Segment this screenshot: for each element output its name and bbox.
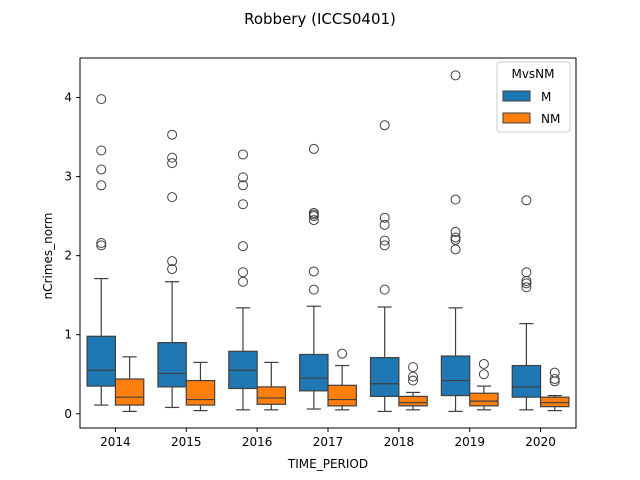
outlier-series-m-2019-4 bbox=[450, 194, 461, 205]
box-series-nm-2016 bbox=[256, 386, 287, 405]
chart-title: Robbery (ICCS0401) bbox=[244, 10, 396, 28]
outlier-series-nm-2020-2 bbox=[549, 367, 560, 378]
outlier-series-m-2016-5 bbox=[237, 172, 248, 183]
outlier-series-m-2014-0 bbox=[96, 240, 107, 251]
x-tick-label-2019: 2019 bbox=[454, 435, 485, 449]
outlier-series-m-2018-0 bbox=[379, 284, 390, 295]
x-tick-label-2018: 2018 bbox=[384, 435, 415, 449]
box-series-m-2020 bbox=[511, 364, 542, 398]
y-tick-label-4: 4 bbox=[64, 91, 72, 105]
y-axis: 0 1 2 3 4 bbox=[64, 91, 80, 421]
y-tick-label-1: 1 bbox=[64, 328, 72, 342]
x-tick-label-2014: 2014 bbox=[100, 435, 131, 449]
outlier-series-m-2015-2 bbox=[167, 192, 178, 203]
box-series-nm-2017 bbox=[327, 384, 357, 407]
outlier-series-m-2015-5 bbox=[167, 129, 178, 140]
box-series-m-2015 bbox=[157, 342, 187, 388]
box-series-m-2018 bbox=[369, 357, 400, 397]
y-tick-label-0: 0 bbox=[64, 407, 72, 421]
outlier-series-m-2018-2 bbox=[379, 235, 390, 246]
outlier-series-nm-2019-1 bbox=[478, 358, 489, 369]
outlier-series-m-2020-3 bbox=[521, 267, 532, 278]
outlier-series-nm-2020-1 bbox=[549, 373, 560, 384]
outlier-series-m-2020-1 bbox=[521, 278, 532, 289]
legend-swatch-m bbox=[502, 90, 531, 102]
outlier-series-m-2020-0 bbox=[521, 282, 532, 293]
legend-label-nm: NM bbox=[541, 112, 560, 126]
outlier-series-m-2016-1 bbox=[237, 267, 248, 278]
outlier-series-m-2020-4 bbox=[521, 195, 532, 206]
outlier-series-m-2016-2 bbox=[237, 241, 248, 252]
y-tick-label-3: 3 bbox=[64, 170, 72, 184]
outlier-series-m-2017-1 bbox=[308, 266, 319, 277]
legend-title: MvsNM bbox=[511, 67, 554, 81]
outlier-series-m-2015-0 bbox=[167, 264, 178, 275]
legend: MvsNM M NM bbox=[496, 61, 571, 133]
box-series-m-2019 bbox=[440, 355, 471, 397]
outlier-series-m-2016-4 bbox=[237, 180, 248, 191]
outlier-series-nm-2018-0 bbox=[408, 375, 419, 386]
outlier-series-m-2014-4 bbox=[96, 145, 107, 156]
outlier-series-m-2014-3 bbox=[96, 164, 107, 175]
outlier-series-m-2014-2 bbox=[96, 180, 107, 191]
outlier-series-m-2018-3 bbox=[379, 219, 390, 230]
outlier-series-nm-2017-0 bbox=[337, 348, 348, 359]
outlier-series-m-2018-4 bbox=[379, 212, 390, 223]
outlier-series-m-2015-3 bbox=[167, 158, 178, 169]
x-tick-label-2017: 2017 bbox=[313, 435, 344, 449]
box-series-m-2017 bbox=[299, 353, 329, 392]
outlier-series-m-2016-3 bbox=[237, 199, 248, 210]
outlier-series-m-2019-0 bbox=[450, 244, 461, 255]
outlier-series-m-2015-1 bbox=[167, 256, 178, 267]
outlier-series-m-2014-5 bbox=[96, 94, 107, 105]
legend-label-m: M bbox=[541, 90, 551, 104]
outlier-series-m-2019-1 bbox=[450, 234, 461, 245]
outlier-series-m-2020-2 bbox=[521, 275, 532, 286]
box-series-nm-2018 bbox=[398, 395, 428, 407]
outlier-series-m-2019-5 bbox=[450, 70, 461, 81]
outlier-series-m-2014-1 bbox=[96, 238, 107, 248]
box-series-nm-2019 bbox=[469, 392, 499, 407]
x-axis-label: TIME_PERIOD bbox=[287, 457, 368, 471]
box-series-m-2014 bbox=[86, 335, 117, 387]
outlier-series-nm-2018-1 bbox=[408, 371, 419, 382]
plot-area bbox=[79, 57, 577, 429]
outlier-series-nm-2019-0 bbox=[478, 369, 489, 380]
x-tick-label-2015: 2015 bbox=[171, 435, 202, 449]
outlier-series-m-2017-2 bbox=[308, 215, 319, 226]
outlier-series-m-2019-2 bbox=[450, 232, 461, 243]
box-series-nm-2015 bbox=[185, 379, 216, 406]
box-series-nm-2020 bbox=[539, 396, 570, 408]
outlier-series-m-2017-0 bbox=[308, 284, 319, 295]
y-axis-label: nCrimes_norm bbox=[41, 213, 55, 300]
x-tick-label-2016: 2016 bbox=[242, 435, 273, 449]
outlier-series-nm-2020-0 bbox=[549, 376, 560, 387]
outlier-series-m-2016-0 bbox=[237, 276, 248, 287]
outlier-series-m-2019-3 bbox=[450, 226, 461, 237]
outlier-series-m-2018-5 bbox=[379, 120, 390, 131]
legend-swatch-nm bbox=[502, 112, 531, 124]
x-axis: 2014 2015 2016 2017 2018 2019 2020 bbox=[100, 428, 556, 449]
y-tick-label-2: 2 bbox=[64, 249, 72, 263]
outlier-series-m-2018-1 bbox=[379, 240, 390, 251]
outlier-series-nm-2018-2 bbox=[408, 362, 419, 373]
x-tick-label-2020: 2020 bbox=[525, 435, 556, 449]
outlier-series-m-2017-6 bbox=[308, 143, 319, 154]
outlier-series-m-2016-6 bbox=[237, 149, 248, 160]
box-series-nm-2014 bbox=[114, 378, 145, 406]
outlier-series-m-2017-5 bbox=[308, 207, 319, 218]
outlier-series-m-2015-4 bbox=[167, 152, 178, 163]
